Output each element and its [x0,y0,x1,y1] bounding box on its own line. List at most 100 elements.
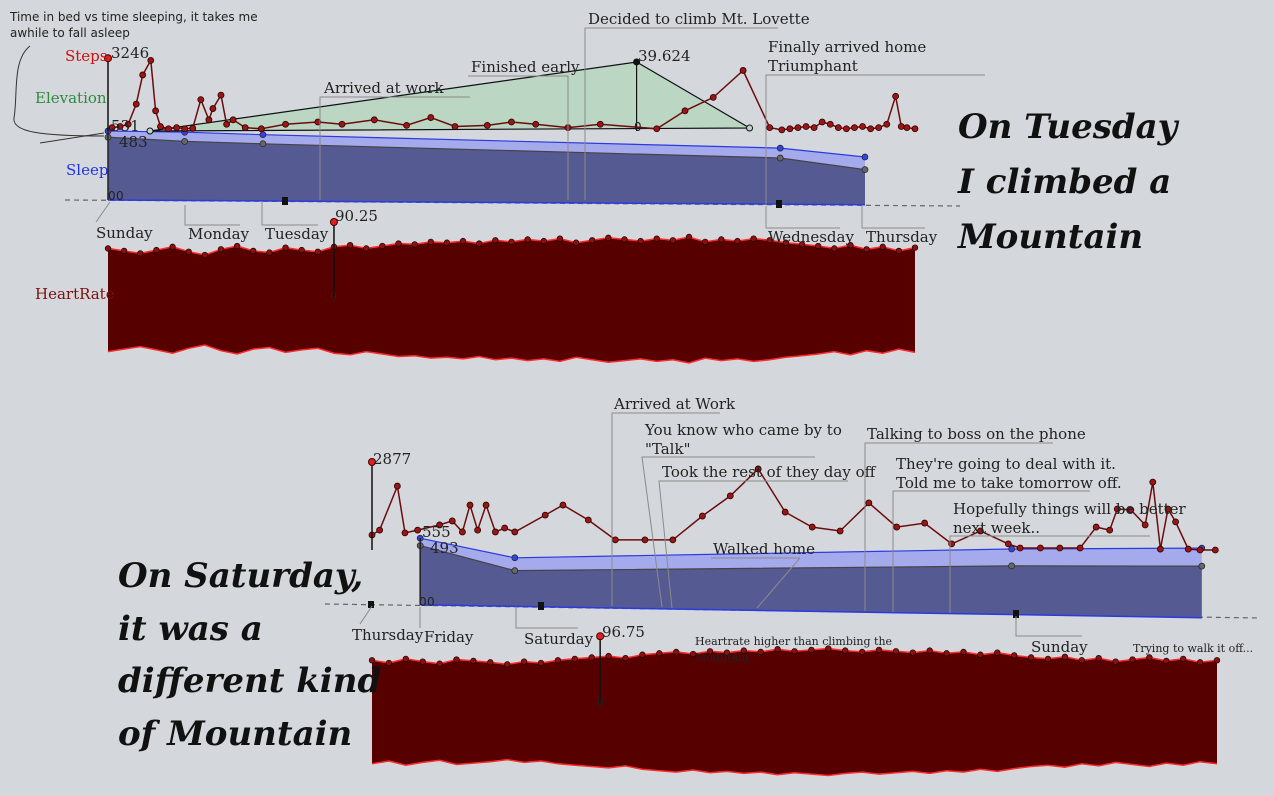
caption: On Tuesday [958,107,1180,147]
heart-rate-point [895,247,903,255]
caption: of Mountain [118,714,352,754]
legend-elevation: Elevation [35,89,107,107]
steps-point [541,511,549,519]
steps-peak-label: 3246 [111,44,149,62]
leader [95,201,925,229]
heart-rate-point [233,242,241,250]
steps-point [641,536,649,544]
heart-rate-point [689,650,697,658]
hr-peak-label: 96.75 [602,623,645,641]
steps-point [532,120,540,128]
heart-rate-point [1196,659,1204,666]
annotation: Hopefully things will be better [953,500,1187,518]
heart-rate-point [537,659,545,667]
heart-rate-point [427,238,434,246]
sleep-point [776,144,784,152]
heart-rate-point [977,651,984,658]
steps-point [257,125,265,133]
steps-point [282,120,289,128]
heart-rate-point [1163,657,1170,665]
steps-point [766,124,774,132]
annotation: Took the rest of they day off [662,463,877,481]
heart-rate-point [487,659,494,666]
heart-rate-point [637,237,644,245]
heart-rate-point [926,647,933,654]
leader [765,74,985,204]
steps-point [205,116,213,124]
steps-point [669,536,677,544]
steps-point [401,529,409,537]
steps-point [653,125,661,133]
annotation: "Talk" [645,440,690,458]
heart-rate-point [757,648,764,656]
heart-rate-point [476,240,483,247]
steps-point [508,118,515,126]
leader [641,456,815,608]
steps-point [229,116,237,124]
sleep-zero: 0 [419,595,427,609]
day-tick [282,197,288,205]
steps-point [726,492,734,500]
annotation: next week.. [953,519,1040,537]
steps-point [491,528,499,536]
steps-point [482,501,490,509]
steps-point [108,124,116,132]
heart-rate-peak [329,217,338,226]
steps-point [1076,544,1084,552]
heart-rate-point [1112,658,1119,665]
steps-point [802,123,810,130]
steps-point [338,120,346,128]
heart-rate-point [508,238,515,246]
heart-rate-point [825,645,832,652]
annotation: Decided to climb Mt. Lovette [588,10,810,28]
annotation: They're going to deal with it. [896,455,1116,473]
day-label: Friday [424,628,474,646]
caption: different kind [118,661,381,701]
steps-point [851,124,858,132]
heart-rate-point [385,659,393,667]
steps-point [393,482,401,490]
day-tick [538,602,544,610]
heart-rate-point [520,658,528,665]
sleep-line [420,545,1202,572]
heart-rate-point [470,657,477,665]
legend-note: awhile to fall asleep [10,26,130,40]
heart-rate-point [436,660,443,667]
sleep-line [420,537,1202,559]
steps-point [596,120,604,128]
heart-rate-point [831,245,838,252]
heart-rate-point [702,238,709,246]
sleep-zero: 0 [116,189,124,203]
steps-point [892,92,900,100]
steps-point [124,120,132,128]
annotation: Triumphant [768,57,858,75]
heart-rate-point [875,646,883,654]
sleep-point [181,137,189,145]
steps-point [376,526,384,534]
leader [359,605,1082,637]
day-label: Thursday [352,626,424,644]
sleep-point [259,140,267,148]
leader [468,75,569,200]
heart-rate-point [808,646,815,654]
caption: On Saturday, [118,556,363,596]
heart-rate-point [653,235,660,242]
steps-point [808,523,816,531]
annotation: Arrived at Work [613,395,736,413]
steps-peak-label: 2877 [373,450,411,468]
heart-rate-point [571,655,578,662]
steps-point [818,118,826,126]
steps-point [165,125,172,133]
steps-point [875,124,883,132]
steps-point [436,521,444,529]
caption: it was a [118,609,263,649]
steps-point [867,125,875,133]
elevation-point [146,127,154,135]
steps-point [754,465,762,473]
steps-point [1172,518,1179,526]
heart-rate-point [750,235,757,242]
leader [892,490,1090,612]
heart-rate-point [250,247,257,255]
steps-point [698,512,706,520]
heart-rate-point [1129,656,1136,663]
